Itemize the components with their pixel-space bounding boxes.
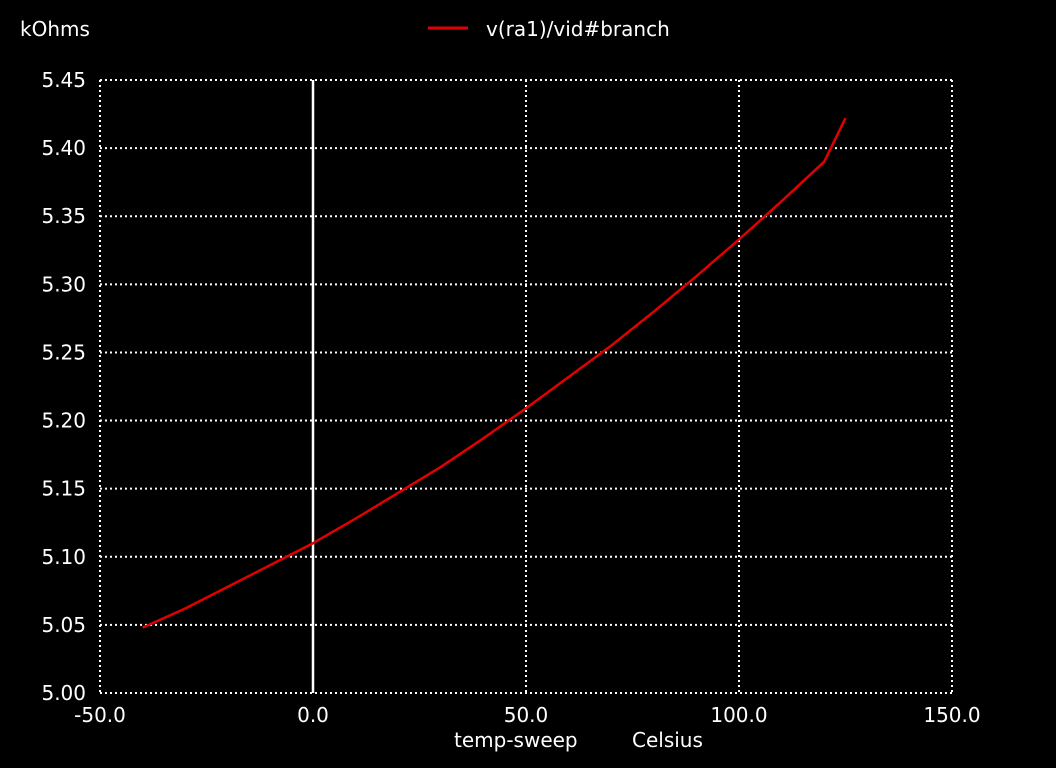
x-tick-label: -50.0: [74, 703, 126, 727]
y-tick-label: 5.30: [41, 272, 86, 296]
y-tick-label: 5.10: [41, 545, 86, 569]
y-tick-labels: 5.00 5.05 5.10 5.15 5.20 5.25 5.30 5.35 5.40 5.45: [41, 68, 86, 705]
y-tick-label: 5.25: [41, 340, 86, 364]
series-layer: [142, 117, 847, 629]
x-tick-label: 0.0: [297, 703, 329, 727]
y-tick-label: 5.20: [41, 409, 86, 433]
x-tick-label: 100.0: [710, 703, 767, 727]
legend-series-label: v(ra1)/vid#branch: [486, 17, 670, 41]
y-tick-label: 5.35: [41, 204, 86, 228]
x-tick-label: 50.0: [504, 703, 549, 727]
x-tick-labels: -50.0 0.0 50.0 100.0 150.0: [74, 703, 981, 727]
x-tick-label: 150.0: [923, 703, 980, 727]
series-line-0: [142, 117, 847, 629]
y-tick-label: 5.15: [41, 477, 86, 501]
y-axis-unit-label: kOhms: [20, 17, 90, 41]
y-tick-label: 5.40: [41, 136, 86, 160]
x-axis-label: temp-sweep: [454, 728, 578, 752]
x-axis-unit-label: Celsius: [632, 728, 703, 752]
y-tick-label: 5.00: [41, 681, 86, 705]
y-tick-label: 5.45: [41, 68, 86, 92]
y-tick-label: 5.05: [41, 613, 86, 637]
